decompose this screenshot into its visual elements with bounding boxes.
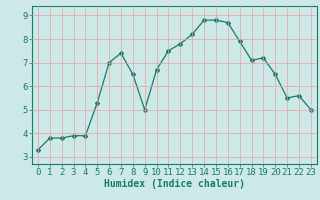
X-axis label: Humidex (Indice chaleur): Humidex (Indice chaleur) <box>104 179 245 189</box>
